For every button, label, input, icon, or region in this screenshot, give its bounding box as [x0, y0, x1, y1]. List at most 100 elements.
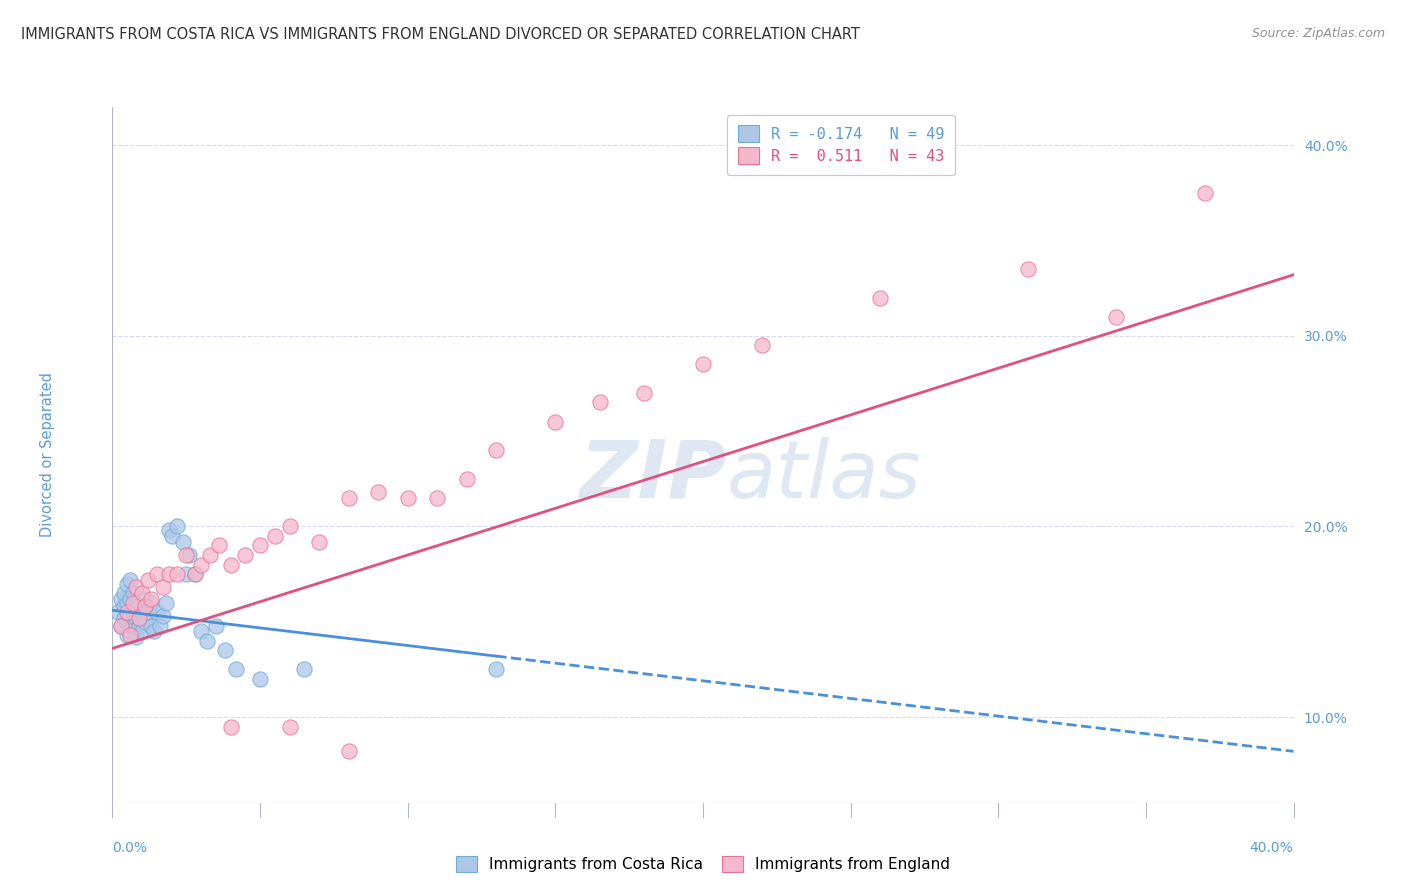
Point — [128, 611, 150, 625]
Point — [112, 611, 135, 625]
Point — [120, 591, 142, 606]
Point — [337, 491, 360, 505]
Point — [122, 596, 145, 610]
Point — [166, 519, 188, 533]
Point — [195, 633, 218, 648]
Point — [184, 567, 207, 582]
Point — [125, 581, 148, 595]
Point — [172, 534, 194, 549]
Text: Source: ZipAtlas.com: Source: ZipAtlas.com — [1251, 27, 1385, 40]
Point — [219, 558, 242, 572]
Point — [139, 591, 162, 606]
Point — [128, 618, 150, 632]
Point — [152, 581, 174, 595]
Point — [633, 386, 655, 401]
Point — [146, 567, 169, 582]
Text: 40.0%: 40.0% — [1250, 841, 1294, 855]
Point — [146, 605, 169, 619]
Point — [131, 586, 153, 600]
Point — [264, 529, 287, 543]
Point — [233, 548, 256, 562]
Point — [134, 599, 156, 614]
Point — [134, 591, 156, 606]
Text: 0.0%: 0.0% — [112, 841, 148, 855]
Point — [179, 548, 201, 562]
Point — [117, 605, 138, 619]
Point — [485, 662, 508, 676]
Point — [117, 628, 138, 642]
Point — [337, 744, 360, 758]
Point — [112, 599, 135, 614]
Point — [426, 491, 449, 505]
Point — [278, 519, 301, 533]
Point — [1194, 186, 1216, 200]
Point — [544, 415, 567, 429]
Point — [485, 443, 508, 458]
Point — [117, 596, 138, 610]
Point — [149, 618, 172, 632]
Point — [869, 291, 891, 305]
Point — [125, 596, 148, 610]
Point — [131, 624, 153, 639]
Point — [588, 395, 610, 409]
Point — [174, 567, 197, 582]
Point — [110, 618, 132, 632]
Point — [292, 662, 315, 676]
Point — [157, 523, 180, 537]
Point — [184, 567, 207, 582]
Point — [125, 611, 148, 625]
Point — [112, 586, 135, 600]
Point — [125, 630, 148, 644]
Point — [692, 357, 714, 371]
Point — [214, 643, 236, 657]
Point — [134, 615, 156, 629]
Point — [142, 624, 165, 639]
Point — [107, 605, 129, 619]
Point — [120, 609, 142, 624]
Point — [122, 618, 145, 632]
Point — [198, 548, 221, 562]
Point — [120, 624, 142, 639]
Point — [190, 558, 212, 572]
Point — [396, 491, 419, 505]
Point — [110, 618, 132, 632]
Point — [249, 672, 271, 686]
Point — [219, 720, 242, 734]
Legend: Immigrants from Costa Rica, Immigrants from England: Immigrants from Costa Rica, Immigrants f… — [449, 848, 957, 880]
Point — [456, 472, 478, 486]
Point — [1105, 310, 1128, 324]
Text: Divorced or Separated: Divorced or Separated — [39, 373, 55, 537]
Point — [155, 596, 177, 610]
Point — [136, 605, 159, 619]
Point — [225, 662, 247, 676]
Point — [1017, 262, 1039, 277]
Point — [751, 338, 773, 352]
Text: IMMIGRANTS FROM COSTA RICA VS IMMIGRANTS FROM ENGLAND DIVORCED OR SEPARATED CORR: IMMIGRANTS FROM COSTA RICA VS IMMIGRANTS… — [21, 27, 860, 42]
Point — [122, 586, 145, 600]
Point — [136, 573, 159, 587]
Text: atlas: atlas — [727, 437, 921, 515]
Point — [128, 599, 150, 614]
Point — [249, 539, 271, 553]
Point — [122, 605, 145, 619]
Legend: R = -0.174   N = 49, R =  0.511   N = 43: R = -0.174 N = 49, R = 0.511 N = 43 — [727, 115, 955, 175]
Point — [367, 485, 389, 500]
Point — [139, 618, 162, 632]
Point — [166, 567, 188, 582]
Point — [208, 539, 231, 553]
Point — [157, 567, 180, 582]
Point — [139, 596, 162, 610]
Point — [308, 534, 330, 549]
Point — [190, 624, 212, 639]
Point — [205, 618, 228, 632]
Point — [152, 609, 174, 624]
Point — [278, 720, 301, 734]
Point — [110, 591, 132, 606]
Point — [117, 615, 138, 629]
Point — [174, 548, 197, 562]
Point — [131, 605, 153, 619]
Point — [117, 576, 138, 591]
Point — [120, 628, 142, 642]
Text: ZIP: ZIP — [579, 437, 727, 515]
Point — [160, 529, 183, 543]
